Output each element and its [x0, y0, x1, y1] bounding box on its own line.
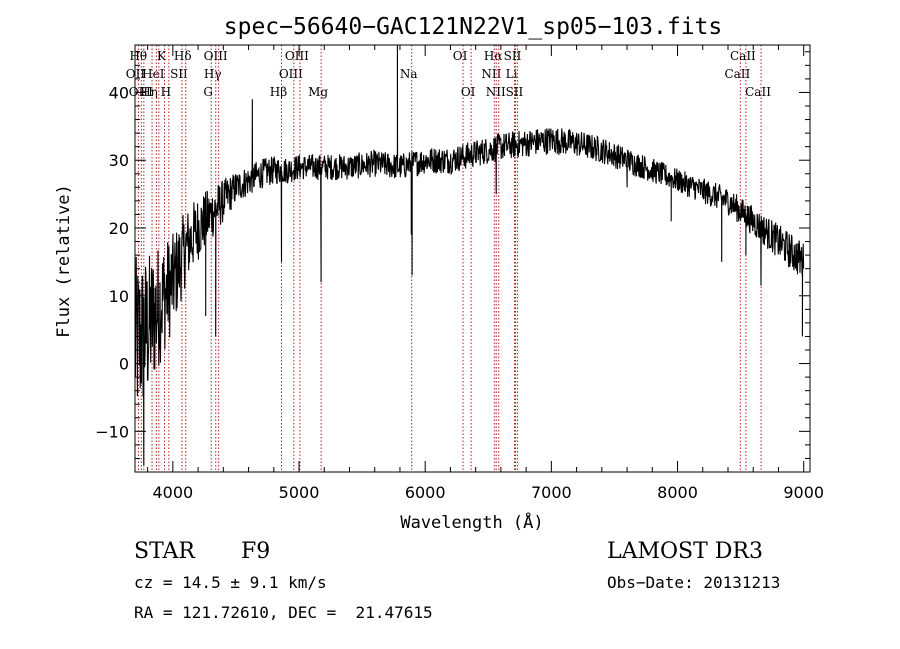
y-tick-label: 20 [109, 219, 129, 238]
line-marker-label: Li [506, 67, 518, 81]
y-tick-label: 0 [119, 355, 129, 374]
y-tick-label: 10 [109, 287, 129, 306]
line-marker-label: NII [486, 85, 506, 99]
spectrum-line [134, 44, 805, 466]
redshift-readout: cz = 14.5 ± 9.1 km/s [134, 573, 327, 592]
line-marker-label: Na [400, 67, 418, 81]
line-marker-label: SII [170, 67, 188, 81]
axes-frame [134, 44, 811, 473]
line-marker-label: Hη [140, 85, 158, 99]
x-tick-label: 8000 [657, 483, 698, 502]
line-marker-label: Hγ [204, 67, 222, 81]
y-axis-label: Flux (relative) [54, 184, 74, 338]
line-marker-label: K [157, 49, 167, 63]
object-subclass: F9 [241, 539, 271, 564]
line-marker-label: H [161, 85, 171, 99]
y-tick-label: 30 [109, 151, 129, 170]
line-marker-label: Hβ [270, 85, 287, 99]
line-marker-label: OIII [204, 49, 228, 63]
line-marker-label: Hα [484, 49, 503, 63]
line-marker-label: CaII [745, 85, 771, 99]
y-tick-label: −10 [95, 422, 129, 441]
x-tick-label: 7000 [531, 483, 572, 502]
y-tick-label: 40 [109, 83, 129, 102]
line-marker-label: HeI [142, 67, 165, 81]
line-marker-label: SII [504, 49, 522, 63]
plot-area [134, 44, 805, 466]
line-marker-label: Mg [308, 85, 328, 99]
x-tick-label: 4000 [152, 483, 193, 502]
line-marker-label: SII [506, 85, 524, 99]
line-marker-label: G [203, 85, 213, 99]
chart-title: spec−56640−GAC121N22V1_sp05−103.fits [224, 14, 723, 40]
line-marker-layer: OIIHθOIIIHηHeIKHSIIHδGHγOIIIHβOIIIOIIIMg… [126, 45, 771, 472]
obs-date: Obs−Date: 20131213 [607, 573, 781, 592]
axes: 4000 5000 6000 7000 8000 9000 −10 0 10 20 30 40 [95, 44, 824, 502]
line-marker-label: OI [453, 49, 468, 63]
line-marker-label: CaII [730, 49, 756, 63]
line-marker-label: OIII [279, 67, 303, 81]
line-marker-label: OIII [285, 49, 309, 63]
x-tick-label: 9000 [783, 483, 824, 502]
line-marker-label: OII [126, 67, 146, 81]
survey-label: LAMOST DR3 [607, 539, 763, 564]
coordinates-readout: RA = 121.72610, DEC = 21.47615 [134, 603, 433, 622]
line-marker-label: OI [461, 85, 476, 99]
x-axis-label: Wavelength (Å) [400, 511, 543, 533]
line-marker-label: Hθ [129, 49, 147, 63]
x-tick-label: 5000 [279, 483, 320, 502]
line-marker-label: Hδ [174, 49, 192, 63]
line-marker-label: CaII [724, 67, 750, 81]
object-class: STAR [134, 539, 195, 564]
x-tick-label: 6000 [405, 483, 446, 502]
